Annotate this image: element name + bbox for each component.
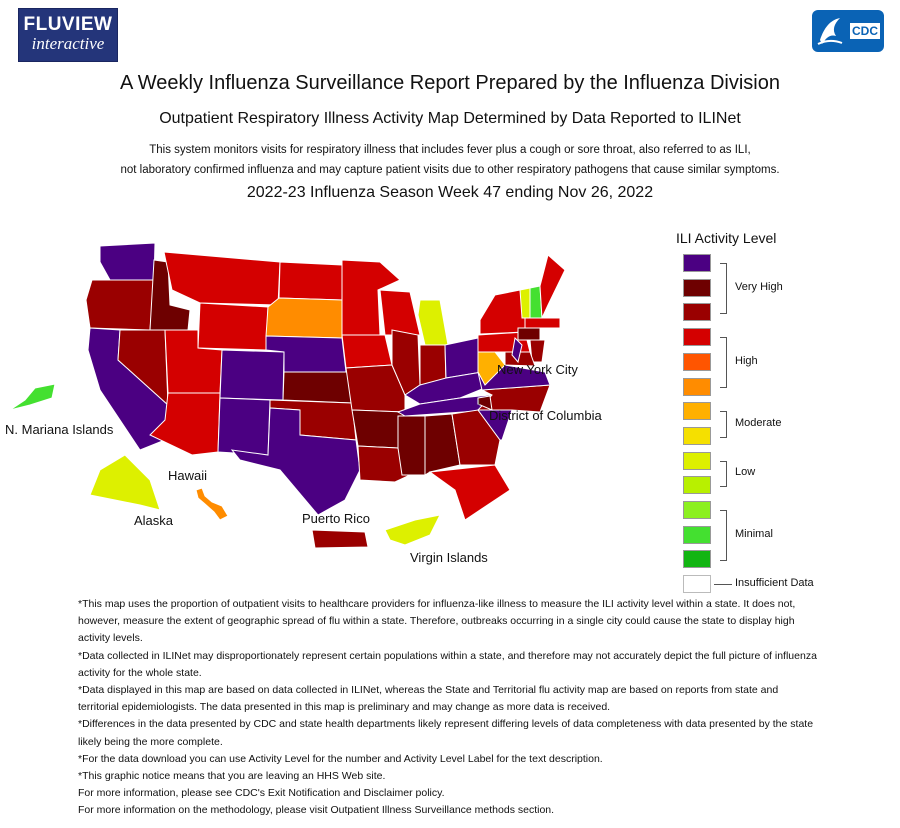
map-subtitle: Outpatient Respiratory Illness Activity … bbox=[159, 110, 741, 127]
page-title: A Weekly Influenza Surveillance Report P… bbox=[120, 72, 780, 94]
region-ak[interactable] bbox=[89, 454, 161, 511]
region-mi[interactable] bbox=[417, 299, 449, 346]
region-ma[interactable] bbox=[524, 317, 561, 329]
region-fl[interactable] bbox=[428, 464, 511, 521]
footnotes: *This map uses the proportion of outpati… bbox=[78, 596, 818, 820]
footnote: *For the data download you can use Activ… bbox=[78, 752, 603, 765]
label-district-of-columbia: District of Columbia bbox=[489, 408, 602, 423]
footnote: *Data collected in ILINet may disproport… bbox=[78, 649, 817, 679]
legend-swatch-level-0 bbox=[683, 575, 711, 594]
region-ms[interactable] bbox=[397, 415, 426, 476]
fluview-logo[interactable]: FLUVIEW interactive bbox=[18, 8, 118, 62]
legend-swatch-level-11 bbox=[683, 303, 711, 322]
region-ks[interactable] bbox=[282, 371, 353, 404]
label-mariana-islands: N. Mariana Islands bbox=[5, 422, 114, 437]
legend-label-insufficient-data: Insufficient Data bbox=[735, 577, 814, 590]
region-ar[interactable] bbox=[351, 409, 406, 449]
legend-bracket-moderate bbox=[720, 411, 727, 438]
legend-swatch-level-13 bbox=[683, 254, 711, 272]
legend-bracket-minimal bbox=[720, 510, 727, 562]
legend-swatch-level-7 bbox=[683, 402, 711, 421]
region-tx[interactable] bbox=[230, 407, 361, 516]
footnote: *This graphic notice means that you are … bbox=[78, 770, 386, 783]
label-hawaii: Hawaii bbox=[168, 468, 207, 483]
description-line-1: This system monitors visits for respirat… bbox=[149, 144, 751, 156]
label-virgin-islands: Virgin Islands bbox=[410, 550, 488, 565]
legend-swatch-level-10 bbox=[683, 328, 711, 347]
label-puerto-rico: Puerto Rico bbox=[302, 511, 370, 526]
region-mt[interactable] bbox=[163, 251, 281, 306]
region-vt[interactable] bbox=[519, 287, 531, 319]
map-description: This system monitors visits for respirat… bbox=[0, 140, 900, 180]
region-wi[interactable] bbox=[379, 289, 421, 336]
season-heading: 2022-23 Influenza Season Week 47 ending … bbox=[246, 184, 654, 201]
legend-bracket-low bbox=[720, 460, 727, 488]
legend-label-minimal: Minimal bbox=[735, 527, 773, 540]
legend-label-low: Low bbox=[735, 465, 756, 478]
fluview-logo-line2: interactive bbox=[31, 34, 105, 53]
legend-swatch-level-4 bbox=[683, 476, 711, 495]
legend-bracket-very-high bbox=[720, 263, 727, 315]
legend-swatch-level-9 bbox=[683, 352, 711, 371]
label-new-york-city: New York City bbox=[497, 362, 578, 377]
legend-swatch-level-2 bbox=[683, 525, 711, 544]
hhs-eagle-icon bbox=[817, 18, 843, 45]
legend-label-very-high: Very High bbox=[735, 280, 783, 293]
legend-tick-insufficient bbox=[714, 584, 732, 586]
region-mo[interactable] bbox=[345, 364, 406, 413]
fluview-logo-line1: FLUVIEW bbox=[23, 14, 113, 35]
region-mp[interactable] bbox=[9, 383, 56, 411]
legend-title: ILI Activity Level bbox=[676, 230, 777, 246]
legend-label-moderate: Moderate bbox=[735, 416, 782, 429]
footnote: *This map uses the proportion of outpati… bbox=[78, 598, 796, 645]
region-nyc[interactable] bbox=[511, 336, 523, 364]
cdc-logo-text: CDC bbox=[850, 23, 880, 39]
region-ct[interactable] bbox=[517, 327, 541, 341]
legend-swatch-level-1 bbox=[683, 550, 711, 569]
legend-swatch-level-3 bbox=[683, 501, 711, 519]
legend-bracket-high bbox=[720, 337, 727, 389]
legend-swatch-level-12 bbox=[683, 278, 711, 297]
legend-swatch-level-8 bbox=[683, 377, 711, 396]
footnote: *Data displayed in this map are based on… bbox=[78, 684, 779, 714]
footnote: For more information, please see CDC's E… bbox=[78, 787, 445, 800]
region-sd[interactable] bbox=[265, 297, 343, 339]
region-pr[interactable] bbox=[311, 529, 369, 549]
region-hi[interactable] bbox=[195, 487, 229, 521]
legend-swatch-level-5 bbox=[683, 451, 711, 470]
region-la[interactable] bbox=[357, 445, 411, 483]
legend-swatch-level-6 bbox=[683, 426, 711, 445]
region-nm[interactable] bbox=[217, 397, 271, 456]
region-me[interactable] bbox=[539, 254, 566, 319]
region-nd[interactable] bbox=[278, 261, 343, 301]
region-wy[interactable] bbox=[197, 302, 269, 351]
description-line-2: not laboratory confirmed influenza and m… bbox=[120, 164, 780, 176]
ili-activity-map: New York City District of Columbia N. Ma… bbox=[5, 242, 602, 565]
map-labels: New York City District of Columbia N. Ma… bbox=[5, 362, 602, 565]
legend-label-high: High bbox=[735, 354, 758, 367]
footnote: For more information on the methodology,… bbox=[78, 804, 555, 817]
region-dc[interactable] bbox=[477, 395, 493, 411]
region-wa[interactable] bbox=[99, 242, 156, 281]
cdc-logo[interactable]: CDC bbox=[812, 10, 884, 52]
region-vi[interactable] bbox=[384, 514, 441, 546]
region-or[interactable] bbox=[85, 279, 155, 331]
region-ia[interactable] bbox=[341, 334, 393, 369]
label-alaska: Alaska bbox=[134, 513, 174, 528]
region-oh[interactable] bbox=[444, 337, 483, 379]
region-co[interactable] bbox=[219, 349, 285, 401]
footnote: *Differences in the data presented by CD… bbox=[78, 718, 814, 748]
region-al[interactable] bbox=[424, 413, 461, 476]
